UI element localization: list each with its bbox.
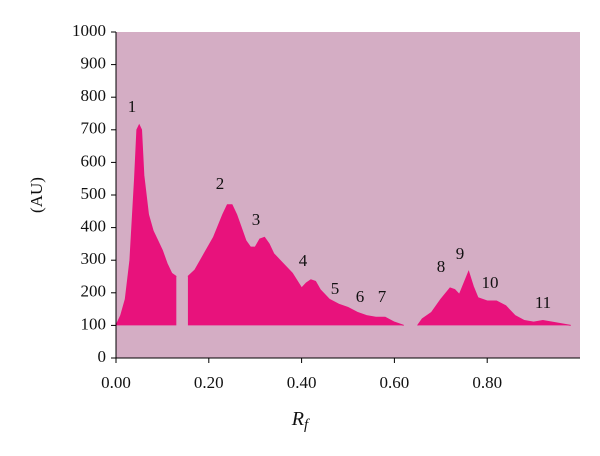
y-tick-label: 400 [81, 217, 107, 236]
peak-label: 7 [378, 287, 387, 306]
y-tick-label: 1000 [72, 21, 106, 40]
x-label-sub: f [304, 417, 310, 433]
x-tick-label: 0.60 [380, 373, 410, 392]
peak-label: 2 [216, 174, 225, 193]
y-tick-label: 300 [81, 249, 107, 268]
peak-label: 8 [437, 257, 446, 276]
peak-label: 5 [331, 279, 340, 298]
x-tick-label: 0.40 [287, 373, 317, 392]
y-tick-label: 500 [81, 184, 107, 203]
y-tick-label: 700 [81, 119, 107, 138]
area-fill [417, 271, 571, 326]
peak-label: 6 [356, 287, 365, 306]
peak-label: 10 [482, 273, 499, 292]
y-axis-label: (AU) [27, 177, 46, 213]
y-tick-label: 0 [98, 347, 107, 366]
x-axis-label: Rf [291, 408, 310, 434]
peak-label: 9 [456, 244, 465, 263]
area-fill [187, 204, 404, 326]
y-tick-label: 900 [81, 54, 107, 73]
area-fill [116, 124, 177, 326]
peak-label: 3 [252, 210, 261, 229]
x-tick-label: 0.80 [472, 373, 502, 392]
x-tick-label: 0.00 [101, 373, 131, 392]
x-tick-label: 0.20 [194, 373, 224, 392]
area-line [115, 123, 571, 326]
x-label-main: R [291, 408, 304, 430]
y-tick-label: 100 [81, 314, 107, 333]
y-tick-label: 600 [81, 151, 107, 170]
y-tick-label: 200 [81, 282, 107, 301]
peak-label: 1 [128, 97, 137, 116]
peak-label: 4 [299, 251, 308, 270]
y-tick-label: 800 [81, 86, 107, 105]
peak-label: 11 [535, 293, 551, 312]
